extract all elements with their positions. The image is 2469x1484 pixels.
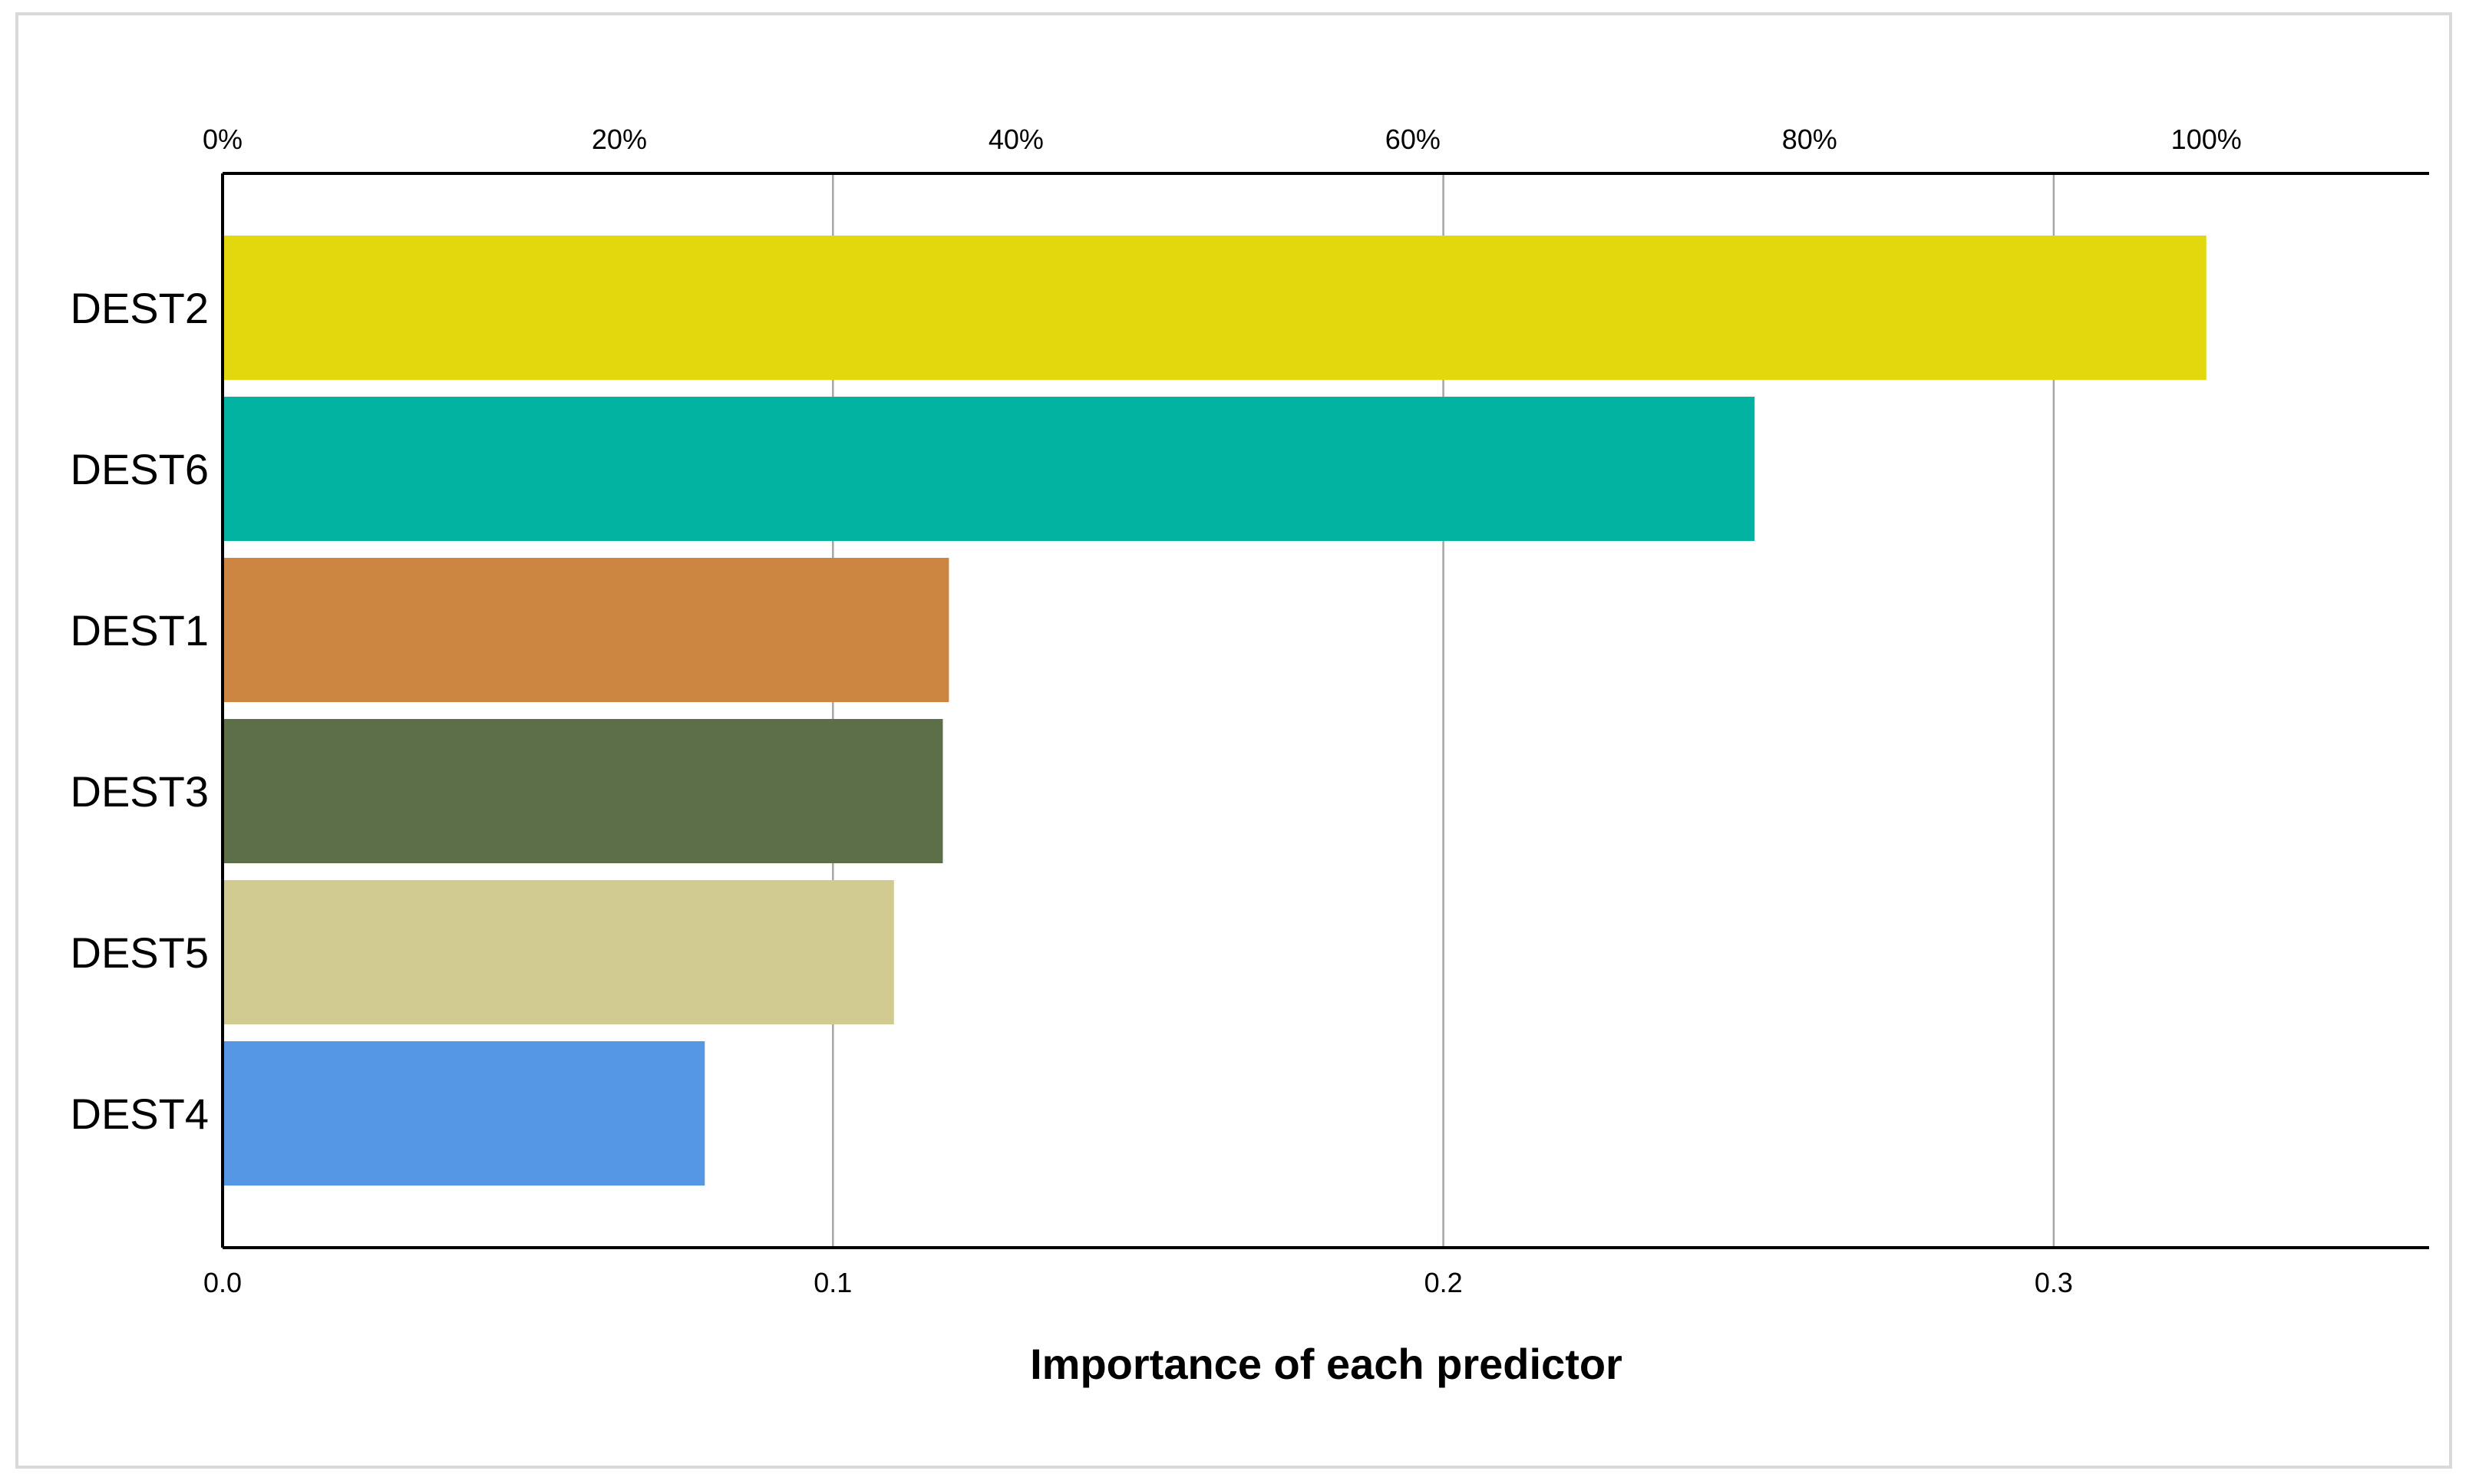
- top-tick-label-4: 80%: [1782, 124, 1837, 155]
- top-tick-label-5: 100%: [2171, 124, 2242, 155]
- category-label-dest4: DEST4: [71, 1090, 210, 1138]
- x-tick-label-1: 0.1: [814, 1267, 852, 1298]
- category-label-dest5: DEST5: [71, 928, 210, 977]
- category-label-dest6: DEST6: [71, 445, 210, 493]
- bar-dest5: [223, 880, 894, 1024]
- x-axis-title: Importance of each predictor: [1030, 1340, 1622, 1388]
- bar-dest3: [223, 719, 943, 863]
- x-tick-label-3: 0.3: [2035, 1267, 2073, 1298]
- category-label-dest3: DEST3: [71, 767, 210, 816]
- bar-dest2: [223, 236, 2207, 380]
- x-tick-label-2: 0.2: [1424, 1267, 1463, 1298]
- top-tick-label-3: 60%: [1385, 124, 1441, 155]
- x-tick-label-0: 0.0: [203, 1267, 242, 1298]
- bars: [223, 236, 2207, 1186]
- category-label-dest1: DEST1: [71, 606, 210, 655]
- category-label-dest2: DEST2: [71, 284, 210, 332]
- top-tick-label-2: 40%: [989, 124, 1044, 155]
- top-tick-label-1: 20%: [592, 124, 647, 155]
- bar-dest4: [223, 1041, 705, 1186]
- bar-dest1: [223, 558, 949, 702]
- top-tick-label-0: 0%: [203, 124, 243, 155]
- labels: DEST2 DEST6 DEST1 DEST3 DEST5 DEST4 0.0 0.1 0.2 0…: [71, 124, 2242, 1298]
- axes: [221, 172, 2429, 1249]
- bar-dest6: [223, 397, 1755, 541]
